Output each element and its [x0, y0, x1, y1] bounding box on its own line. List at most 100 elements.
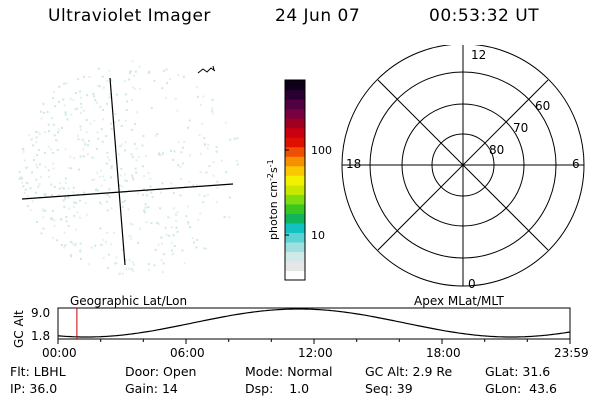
emission-speckle [174, 97, 177, 100]
emission-speckle [105, 162, 108, 165]
emission-speckle [151, 196, 154, 199]
emission-speckle [64, 148, 67, 151]
emission-speckle [86, 94, 89, 97]
emission-speckle [52, 162, 54, 165]
emission-speckle [53, 134, 56, 137]
emission-speckle [98, 85, 101, 88]
emission-speckle [143, 175, 146, 178]
emission-speckle [160, 154, 163, 157]
emission-speckle [203, 195, 206, 198]
emission-speckle [54, 105, 57, 108]
emission-speckle [67, 167, 70, 169]
grid-line-horizontal [21, 183, 234, 200]
emission-speckle [180, 178, 182, 181]
emission-speckle [105, 135, 108, 137]
emission-speckle [43, 193, 46, 196]
emission-speckle [26, 205, 29, 208]
emission-speckle [100, 128, 103, 131]
emission-speckle [153, 79, 156, 82]
emission-speckle [90, 246, 93, 249]
timeline-x-tick-label: 06:00 [170, 346, 205, 360]
emission-speckle [236, 159, 239, 162]
emission-speckle [76, 107, 78, 110]
emission-speckle [133, 74, 136, 77]
emission-speckle [145, 190, 148, 193]
emission-speckle [69, 155, 72, 158]
emission-speckle [115, 262, 118, 264]
colorbar-cell [285, 89, 305, 100]
emission-speckle [110, 176, 112, 179]
emission-speckle [79, 96, 82, 99]
emission-speckle [108, 69, 111, 72]
emission-speckle [99, 105, 102, 108]
emission-speckle [206, 147, 209, 150]
emission-speckle [85, 131, 88, 134]
info-gain: Gain: 14 [125, 381, 178, 396]
emission-speckle [110, 127, 113, 130]
emission-speckle [80, 106, 83, 109]
emission-speckle [137, 192, 140, 195]
diagonal-line [377, 79, 549, 251]
emission-speckle [56, 148, 59, 151]
colorbar-cell [285, 203, 305, 214]
emission-speckle [96, 171, 99, 174]
timeline-x-tick-label: 12:00 [298, 346, 333, 360]
emission-speckle [120, 167, 123, 170]
emission-speckle [133, 263, 136, 266]
timeline-x-tick-label: 18:00 [426, 346, 461, 360]
emission-speckle [199, 212, 202, 215]
emission-speckle [133, 122, 136, 125]
info-gc-alt: GC Alt: 2.9 Re [365, 364, 453, 379]
emission-speckle [92, 93, 95, 95]
coastline-fragment [212, 65, 215, 71]
emission-speckle [106, 102, 108, 105]
emission-speckle [156, 221, 159, 224]
colorbar-cell [285, 213, 305, 224]
emission-speckle [138, 65, 141, 68]
emission-speckle [35, 141, 38, 144]
emission-speckle [177, 141, 180, 144]
emission-speckle [110, 165, 113, 168]
emission-speckle [142, 193, 144, 196]
emission-speckle [75, 92, 77, 95]
emission-speckle [145, 194, 148, 197]
emission-speckle [176, 109, 179, 112]
emission-speckle [36, 166, 38, 169]
emission-speckle [192, 241, 195, 244]
emission-speckle [75, 201, 78, 204]
mlt-label-18: 18 [346, 157, 361, 171]
emission-speckle [131, 261, 134, 264]
emission-speckle [42, 210, 45, 213]
emission-speckle [35, 136, 38, 139]
emission-speckle [133, 87, 136, 90]
emission-speckle [98, 201, 101, 204]
emission-speckle [32, 144, 35, 147]
emission-speckle [43, 111, 45, 114]
emission-speckle [198, 193, 201, 196]
colorbar-cell [285, 175, 305, 186]
emission-speckle [179, 194, 182, 197]
emission-speckle [132, 86, 134, 89]
emission-speckle [121, 206, 124, 208]
emission-speckle [196, 183, 198, 186]
emission-speckle [79, 90, 81, 93]
colorbar-cell [285, 99, 305, 110]
emission-speckle [102, 256, 105, 259]
emission-speckle [70, 167, 72, 170]
emission-speckle [120, 125, 123, 128]
emission-speckle [203, 247, 206, 250]
emission-speckle [82, 109, 85, 112]
emission-speckle [31, 138, 33, 140]
grid-line-vertical [109, 77, 126, 266]
emission-speckle [166, 82, 168, 85]
emission-speckle [63, 205, 66, 208]
emission-speckle [74, 228, 77, 231]
emission-speckle [40, 232, 43, 235]
emission-speckle [128, 235, 131, 238]
emission-speckle [132, 179, 135, 182]
emission-speckle [80, 257, 82, 260]
emission-speckle [64, 111, 67, 114]
emission-speckle [48, 175, 50, 178]
emission-speckle [189, 154, 192, 157]
lat-label-60: 60 [535, 99, 550, 113]
